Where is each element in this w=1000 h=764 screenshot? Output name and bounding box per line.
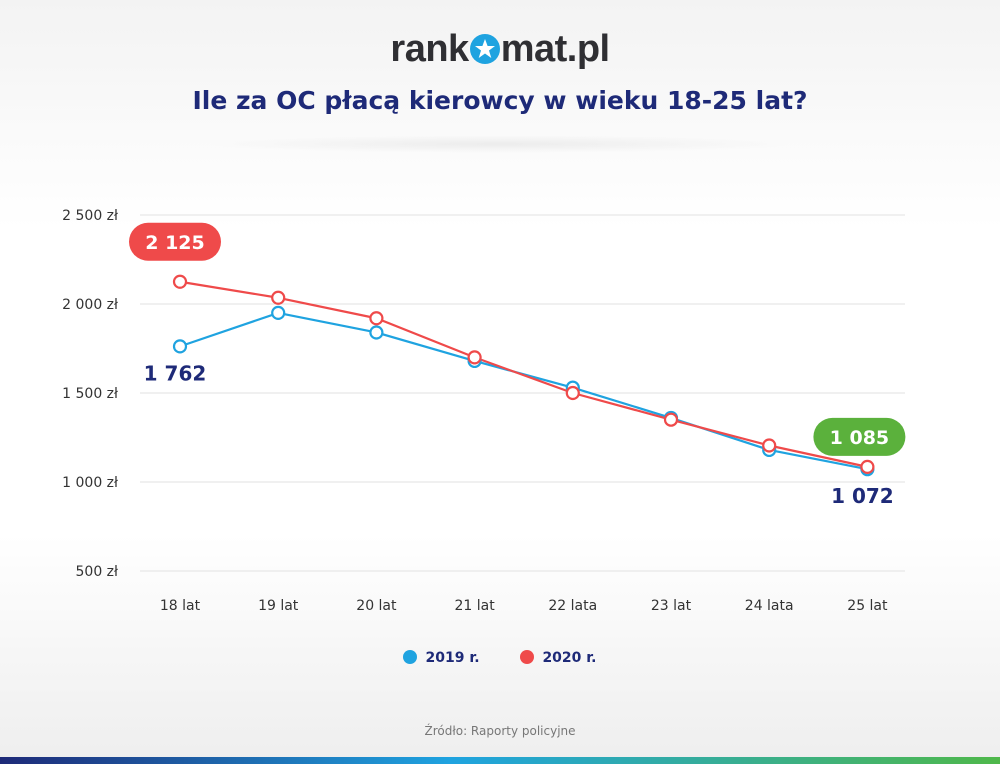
line-chart: 2 500 zł 2 000 zł 1 500 zł 1 000 zł 500 zł 1… [62,208,906,614]
x-tick-label: 18 lat [160,598,201,614]
legend-swatch-2020 [520,650,535,664]
x-tick-label: 23 lat [651,598,692,614]
data-point [271,290,286,305]
title-shadow [200,135,800,153]
value-label: 1 072 [831,484,894,508]
x-tick-label: 22 lata [548,598,597,614]
callout-label: 1 085 [830,427,890,449]
brand-text-end: mat.pl [500,28,610,70]
x-tick-label: 20 lat [356,598,397,614]
data-point [663,412,679,427]
x-tick-label: 25 lat [847,598,888,614]
series-points [172,274,875,477]
data-point [369,311,384,326]
y-tick-label: 2 000 zł [62,297,118,313]
y-tick-label: 500 zł [76,564,119,580]
data-point [271,305,286,320]
legend-item-2020: 2020 r. [520,650,597,666]
legend: 2019 r. 2020 r. [0,650,1000,666]
y-axis-ticks: 2 500 zł 2 000 zł 1 500 zł 1 000 zł 500 zł [62,208,118,580]
data-point [565,385,580,401]
max-value-callout [129,222,221,261]
data-point [172,274,188,289]
series-lines [179,280,868,471]
legend-label-2020: 2020 r. [542,650,597,666]
data-point [369,325,384,340]
legend-label-2019: 2019 r. [425,650,480,666]
value-label: 1 762 [144,361,207,385]
source-note: Źródło: Raporty policyjne [424,724,576,738]
callout-label: 2 125 [145,232,205,254]
brand-logo: rank mat.pl [0,28,1000,71]
bottom-accent-bar [0,757,1000,764]
y-tick-label: 1 000 zł [62,475,118,491]
data-point [172,339,188,354]
legend-item-2019: 2019 r. [403,650,480,666]
legend-swatch-2019 [403,650,418,664]
x-axis-ticks: 18 lat 19 lat 20 lat 21 lat 22 lata 23 lat 24 … [160,598,888,614]
data-point [467,350,482,365]
series-line-2020 [179,280,868,468]
x-tick-label: 24 lata [745,598,794,614]
x-tick-label: 21 lat [454,598,495,614]
annotations: 2 125 1 762 1 085 1 072 [129,222,906,508]
data-point [762,438,777,453]
y-tick-label: 2 500 zł [62,208,118,224]
data-point [860,459,875,474]
brand-text-start: rank [390,28,469,70]
min-value-callout [813,417,906,456]
y-tick-label: 1 500 zł [62,386,118,402]
x-tick-label: 19 lat [258,598,299,614]
grid-lines [140,214,905,572]
star-icon [469,34,500,64]
chart-title: Ile za OC płacą kierowcy w wieku 18-25 l… [192,86,808,115]
